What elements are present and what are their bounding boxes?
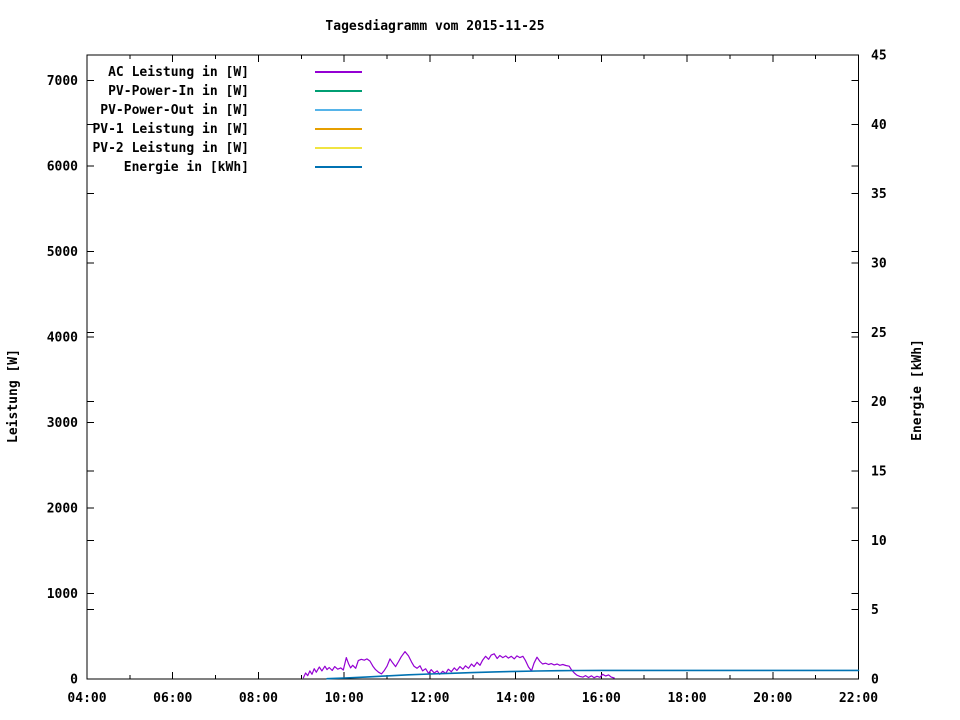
x-axis-tick-label: 22:00 bbox=[839, 691, 878, 706]
x-axis-tick-label: 14:00 bbox=[496, 691, 535, 706]
y2-axis-tick-label: 5 bbox=[871, 603, 879, 618]
chart-title: Tagesdiagramm vom 2015-11-25 bbox=[325, 19, 545, 34]
y-axis-tick-label: 7000 bbox=[47, 74, 78, 89]
y2-axis-tick-label: 30 bbox=[871, 257, 887, 272]
y2-axis-tick-label: 0 bbox=[871, 673, 879, 688]
y2-axis-tick-label: 25 bbox=[871, 326, 887, 341]
legend-label: PV-Power-In in [W] bbox=[108, 84, 249, 99]
y-axis-tick-label: 4000 bbox=[47, 331, 78, 346]
x-axis-tick-label: 10:00 bbox=[325, 691, 364, 706]
y2-axis-tick-label: 20 bbox=[871, 395, 887, 410]
y-axis-tick-label: 0 bbox=[70, 673, 78, 688]
series-line-energie-in-kwh bbox=[326, 669, 860, 680]
legend-label: PV-2 Leistung in [W] bbox=[92, 141, 249, 156]
series-line-ac-leistung-in-w bbox=[302, 650, 615, 679]
y-axis-tick-label: 1000 bbox=[47, 587, 78, 602]
x-axis-tick-label: 04:00 bbox=[67, 691, 106, 706]
legend-label: PV-Power-Out in [W] bbox=[100, 103, 249, 118]
x-axis-tick-label: 08:00 bbox=[239, 691, 278, 706]
y-axis-tick-label: 6000 bbox=[47, 160, 78, 175]
y2-axis-tick-label: 10 bbox=[871, 534, 887, 549]
y2-axis-tick-label: 15 bbox=[871, 465, 887, 480]
y-axis-tick-label: 5000 bbox=[47, 245, 78, 260]
legend-label: PV-1 Leistung in [W] bbox=[92, 122, 249, 137]
y2-axis-tick-label: 45 bbox=[871, 49, 887, 64]
y-axis-tick-label: 2000 bbox=[47, 502, 78, 517]
y2-axis-tick-label: 40 bbox=[871, 118, 887, 133]
x-axis-tick-label: 12:00 bbox=[410, 691, 449, 706]
x-axis-tick-label: 16:00 bbox=[582, 691, 621, 706]
legend-label: Energie in [kWh] bbox=[124, 160, 249, 175]
y-axis-tick-label: 3000 bbox=[47, 416, 78, 431]
x-axis-tick-label: 06:00 bbox=[153, 691, 192, 706]
legend-label: AC Leistung in [W] bbox=[108, 65, 249, 80]
y2-axis-tick-label: 35 bbox=[871, 187, 887, 202]
x-axis-tick-label: 18:00 bbox=[667, 691, 706, 706]
x-axis-tick-label: 20:00 bbox=[753, 691, 792, 706]
